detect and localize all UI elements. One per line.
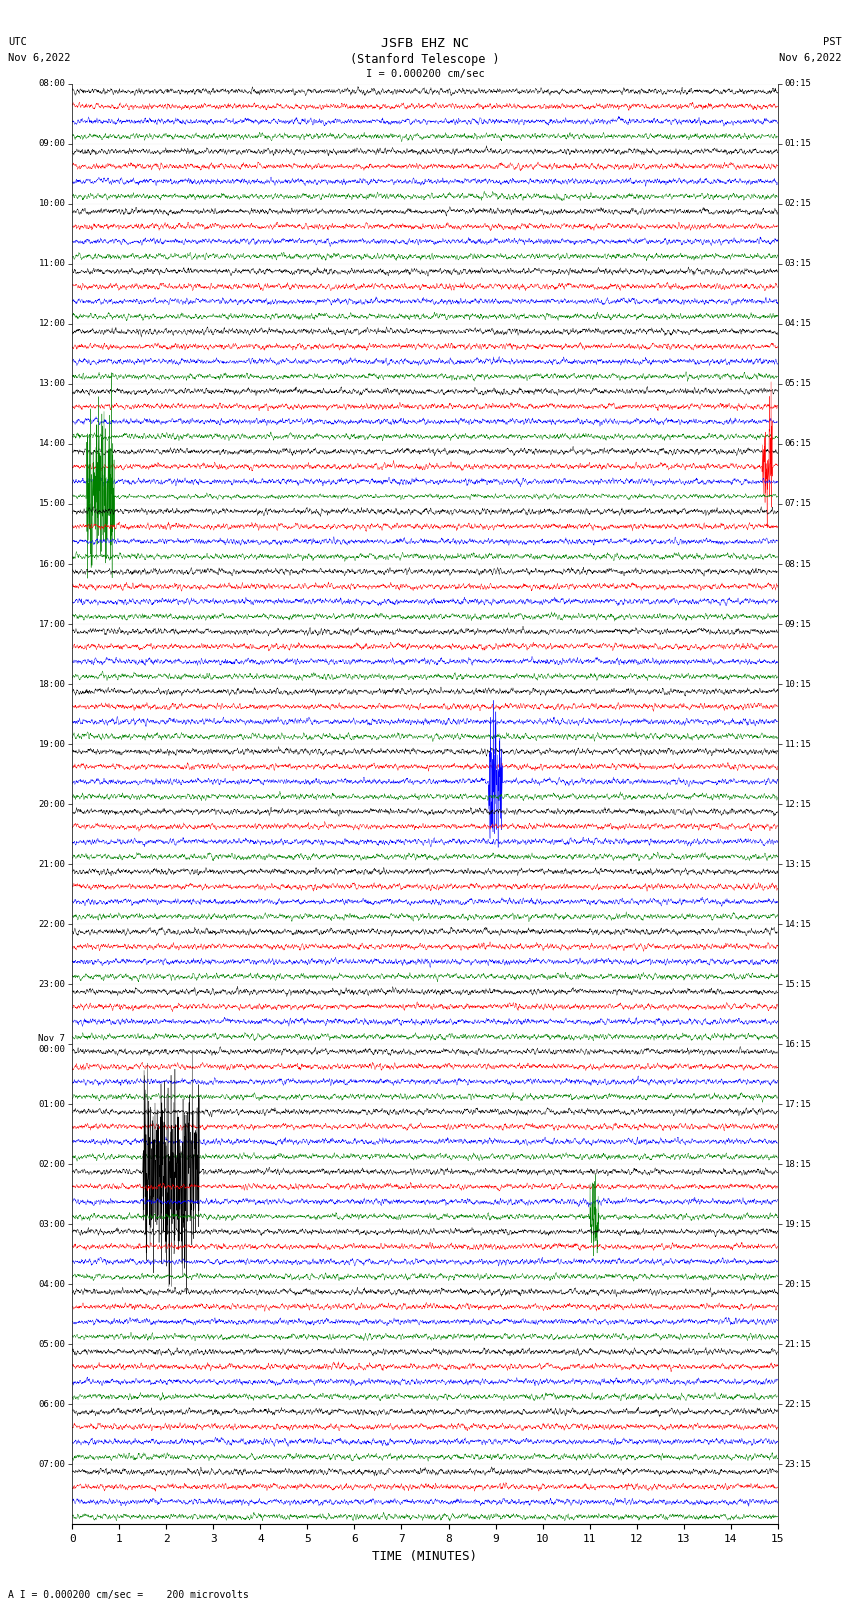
Text: (Stanford Telescope ): (Stanford Telescope ) xyxy=(350,53,500,66)
Text: JSFB EHZ NC: JSFB EHZ NC xyxy=(381,37,469,50)
Text: Nov 6,2022: Nov 6,2022 xyxy=(8,53,71,63)
X-axis label: TIME (MINUTES): TIME (MINUTES) xyxy=(372,1550,478,1563)
Text: PST: PST xyxy=(823,37,842,47)
Text: UTC: UTC xyxy=(8,37,27,47)
Text: I = 0.000200 cm/sec: I = 0.000200 cm/sec xyxy=(366,69,484,79)
Text: Nov 6,2022: Nov 6,2022 xyxy=(779,53,842,63)
Text: A I = 0.000200 cm/sec =    200 microvolts: A I = 0.000200 cm/sec = 200 microvolts xyxy=(8,1590,249,1600)
